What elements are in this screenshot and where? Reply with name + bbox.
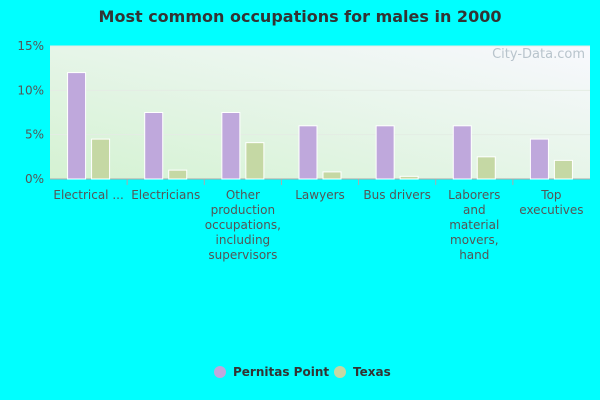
bar xyxy=(298,125,318,180)
y-tick-label: 10% xyxy=(17,83,44,97)
bar xyxy=(476,156,496,180)
bar xyxy=(221,112,241,180)
bar xyxy=(322,171,342,180)
watermark: City-Data.com xyxy=(492,47,585,62)
legend-label: Pernitas Point xyxy=(233,365,329,379)
y-tick-label: 15% xyxy=(17,39,44,53)
bar xyxy=(553,159,573,180)
bar xyxy=(529,138,549,180)
bar xyxy=(144,112,164,180)
x-tick-label: Electrical ... xyxy=(53,188,123,202)
bar xyxy=(67,72,87,180)
legend-marker xyxy=(214,366,226,378)
x-tick-label: Bus drivers xyxy=(363,188,430,202)
bar xyxy=(168,169,188,180)
x-tick-label: Lawyers xyxy=(295,188,345,202)
legend-marker xyxy=(334,366,346,378)
legend-label: Texas xyxy=(353,365,391,379)
x-tick-label: Laborers and material movers, hand xyxy=(448,188,500,262)
bar xyxy=(399,175,419,180)
plot-area xyxy=(50,46,590,179)
x-tick-label: Other production occupations, including supe… xyxy=(205,188,281,262)
x-tick-label: Electricians xyxy=(131,188,200,202)
x-tick-label: Top executives xyxy=(519,188,583,217)
bar xyxy=(91,138,111,180)
bar xyxy=(375,125,395,180)
bar xyxy=(245,142,265,180)
y-tick-label: 0% xyxy=(25,172,44,186)
chart-title: Most common occupations for males in 200… xyxy=(99,7,502,26)
y-tick-label: 5% xyxy=(25,128,44,142)
bar xyxy=(452,125,472,180)
